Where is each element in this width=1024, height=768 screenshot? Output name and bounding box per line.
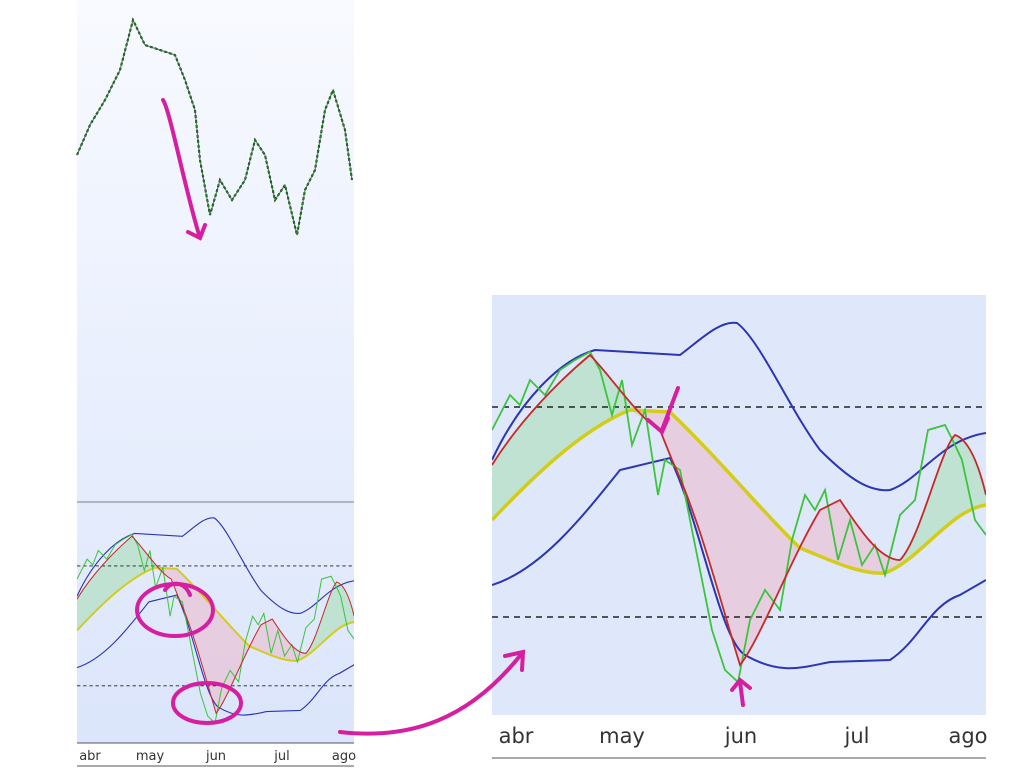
zoom-x-labels: abr may jun jul ago <box>499 724 988 748</box>
zoom-axis-area <box>492 715 986 760</box>
x-label: abr <box>499 724 534 748</box>
x-label: may <box>599 724 645 748</box>
annotations <box>135 98 752 736</box>
x-label: jul <box>844 724 870 748</box>
x-label: jun <box>205 749 226 764</box>
x-label: abr <box>79 749 101 764</box>
x-label: ago <box>948 724 987 748</box>
x-label: ago <box>332 749 356 764</box>
price-line <box>76 18 353 236</box>
x-label: jul <box>273 749 289 764</box>
x-label: jun <box>724 724 757 748</box>
x-label: may <box>136 749 165 764</box>
left-x-labels: abr may jun jul ago <box>79 749 356 764</box>
